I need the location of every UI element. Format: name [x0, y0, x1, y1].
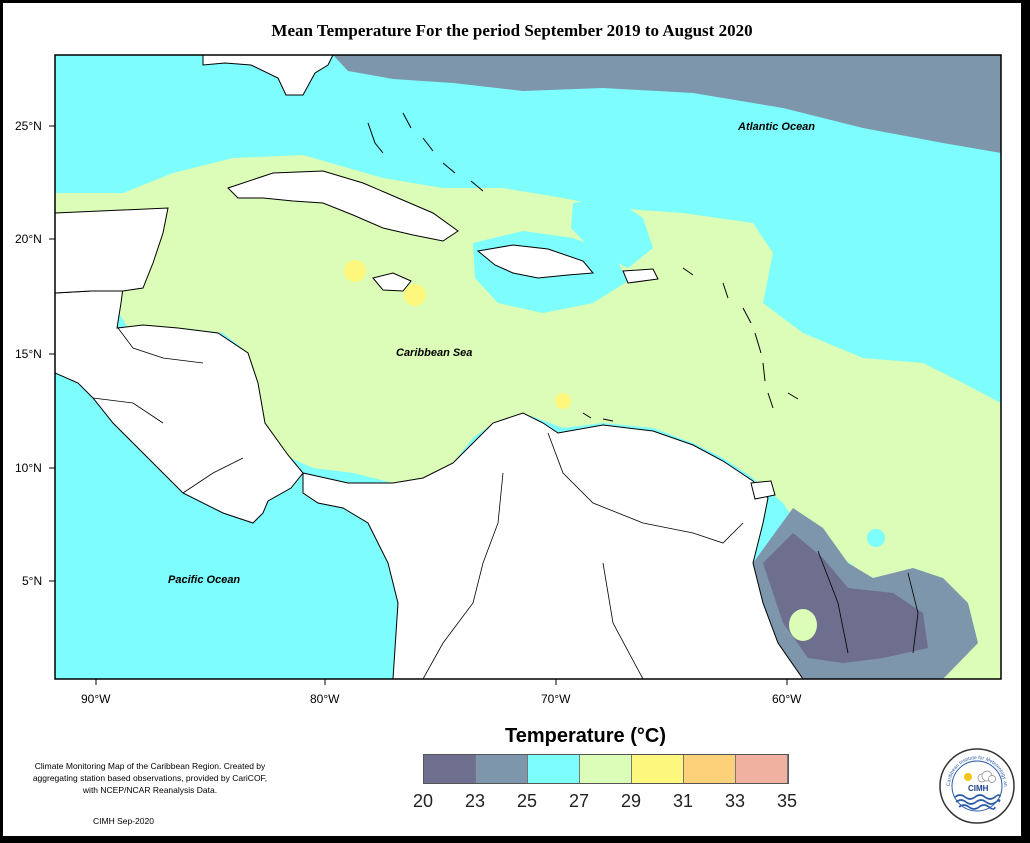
warm-spot-east-jamaica: [404, 284, 426, 306]
east-warm-patch: [883, 408, 1001, 473]
plot-frame: [54, 54, 1002, 680]
northeast-cool-zone: [333, 55, 1001, 153]
landmasses: [55, 55, 804, 679]
legend-swatch: [528, 755, 580, 783]
hispaniola-land: [476, 244, 595, 279]
cloud-icon: [977, 770, 996, 783]
south-america-land: [302, 412, 804, 679]
cyan-spot-east: [867, 529, 885, 547]
map-title: Mean Temperature For the period Septembe…: [271, 21, 753, 40]
temperature-field: [55, 55, 1001, 679]
warm-spot-west-jamaica: [344, 260, 366, 282]
antilles-cyan-patch: [571, 198, 653, 268]
legend-tick-label: 29: [620, 791, 642, 811]
lat-tick-label: 20°N: [15, 232, 42, 246]
lon-tick-label: 90°W: [81, 692, 111, 706]
cimh-logo: Caribbean Institute for Meteorology and …: [938, 747, 1015, 824]
lon-tick-label: 80°W: [310, 692, 340, 706]
yucatan-coast: [55, 207, 169, 294]
lat-tick-label: 5°N: [22, 574, 42, 588]
legend-tick-label: 25: [516, 791, 538, 811]
legend-tick-label: 31: [672, 791, 694, 811]
lat-tick-label: 10°N: [15, 461, 42, 475]
legend-swatch: [632, 755, 684, 783]
pacific-ocean-label: Pacific Ocean: [168, 574, 240, 586]
legend-swatch: [476, 755, 528, 783]
map-figure: Mean Temperature For the period Septembe…: [3, 3, 1021, 836]
island-chain: [367, 112, 799, 422]
central-america-land: [55, 287, 304, 524]
legend-tick-label: 23: [464, 791, 486, 811]
methodology-note: Climate Monitoring Map of the Caribbean …: [32, 761, 268, 795]
lat-tick-label: 25°N: [15, 119, 42, 133]
sun-icon: [964, 773, 972, 781]
legend-swatch: [424, 755, 476, 783]
lat-axis: 25°N 20°N 15°N 10°N 5°N: [15, 119, 55, 588]
lat-tick-label: 15°N: [15, 347, 42, 361]
legend-tick-label: 35: [776, 791, 798, 811]
legend-color-bar: [423, 754, 789, 784]
legend-title: Temperature (°C): [505, 725, 666, 747]
legend-swatch: [580, 755, 632, 783]
map-canvas: 90°W 80°W 70°W 60°W 25°N 20°N 15°N 10°N …: [15, 54, 1002, 706]
credit-text: CIMH Sep-2020: [93, 816, 154, 826]
cuba-land: [227, 170, 459, 242]
legend-tick-label: 27: [568, 791, 590, 811]
legend-tick-label: 33: [724, 791, 746, 811]
legend-tick-label: 20: [412, 791, 434, 811]
caribbean-warm-zone: [55, 155, 1001, 679]
jamaica-land: [372, 272, 412, 292]
legend-swatch: [684, 755, 736, 783]
lon-axis: 90°W 80°W 70°W 60°W: [81, 679, 802, 706]
warm-spot-aruba: [555, 393, 571, 409]
guiana-warm-patch: [789, 609, 817, 641]
borders: [92, 327, 919, 679]
lon-tick-label: 60°W: [772, 692, 802, 706]
trinidad-land: [750, 480, 776, 500]
waves-icon: [954, 794, 1001, 810]
puerto-rico-land: [622, 268, 659, 284]
logo-abbr: CIMH: [968, 784, 989, 793]
atlantic-ocean-label: Atlantic Ocean: [737, 121, 815, 133]
legend-swatch: [736, 755, 788, 783]
florida-land: [202, 55, 334, 96]
lon-tick-label: 70°W: [541, 692, 571, 706]
caribbean-sea-label: Caribbean Sea: [396, 347, 472, 359]
